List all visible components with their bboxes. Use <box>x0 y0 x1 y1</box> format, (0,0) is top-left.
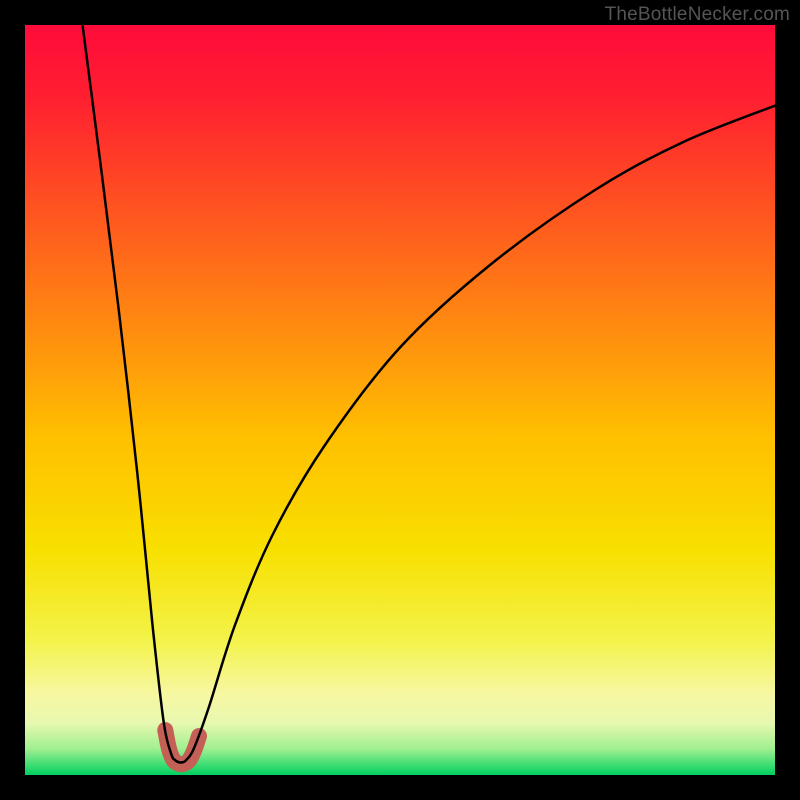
gradient-background <box>25 25 775 775</box>
chart-svg <box>0 0 800 800</box>
watermark-text: TheBottleNecker.com <box>605 4 790 26</box>
plot-area <box>25 15 780 775</box>
chart-frame: TheBottleNecker.com <box>0 0 800 800</box>
